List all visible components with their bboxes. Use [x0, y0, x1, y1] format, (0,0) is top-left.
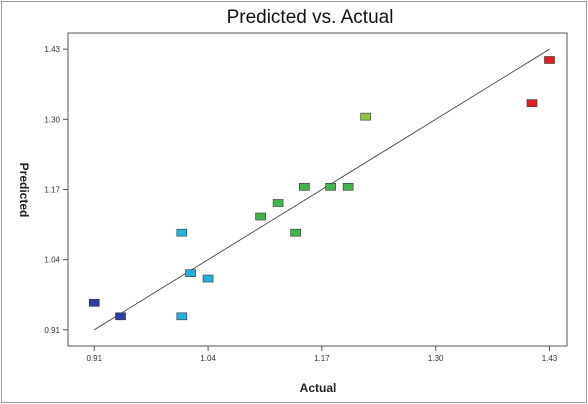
y-tick-label: 1.43 — [44, 45, 60, 54]
y-tick-label: 0.91 — [44, 326, 60, 335]
y-tick-label: 1.04 — [44, 256, 60, 265]
y-axis-label: Predicted — [17, 163, 31, 218]
data-point — [272, 199, 284, 207]
chart-title: Predicted vs. Actual — [227, 7, 394, 28]
y-tick-label: 1.30 — [44, 115, 60, 124]
plot-area — [67, 32, 568, 347]
data-point — [290, 228, 301, 237]
x-tick-label: 1.43 — [542, 354, 558, 363]
data-point — [202, 274, 214, 283]
reference-line-group — [94, 48, 550, 331]
data-point — [325, 183, 336, 191]
axis-ticks: 0.91 1.04 1.17 1.30 1.43 0.91 1.04 1.17 1.30 1.43 — [44, 45, 557, 363]
data-point — [115, 312, 126, 321]
x-axis-label: Actual — [300, 381, 337, 395]
y-tick-label: 1.17 — [44, 186, 60, 195]
data-point — [299, 183, 310, 191]
data-point — [255, 212, 266, 221]
reference-line — [94, 48, 550, 331]
data-point — [360, 112, 371, 121]
data-point — [185, 269, 196, 277]
data-point — [176, 228, 188, 237]
x-tick-label: 1.04 — [200, 354, 216, 363]
x-tick-label: 1.17 — [314, 354, 330, 363]
data-point — [88, 299, 100, 307]
x-tick-label: 1.30 — [428, 354, 444, 363]
data-points — [88, 56, 555, 321]
data-point — [526, 99, 538, 107]
data-point — [544, 56, 555, 64]
data-point — [342, 183, 354, 191]
data-point — [176, 312, 188, 321]
x-tick-label: 0.91 — [86, 354, 102, 363]
